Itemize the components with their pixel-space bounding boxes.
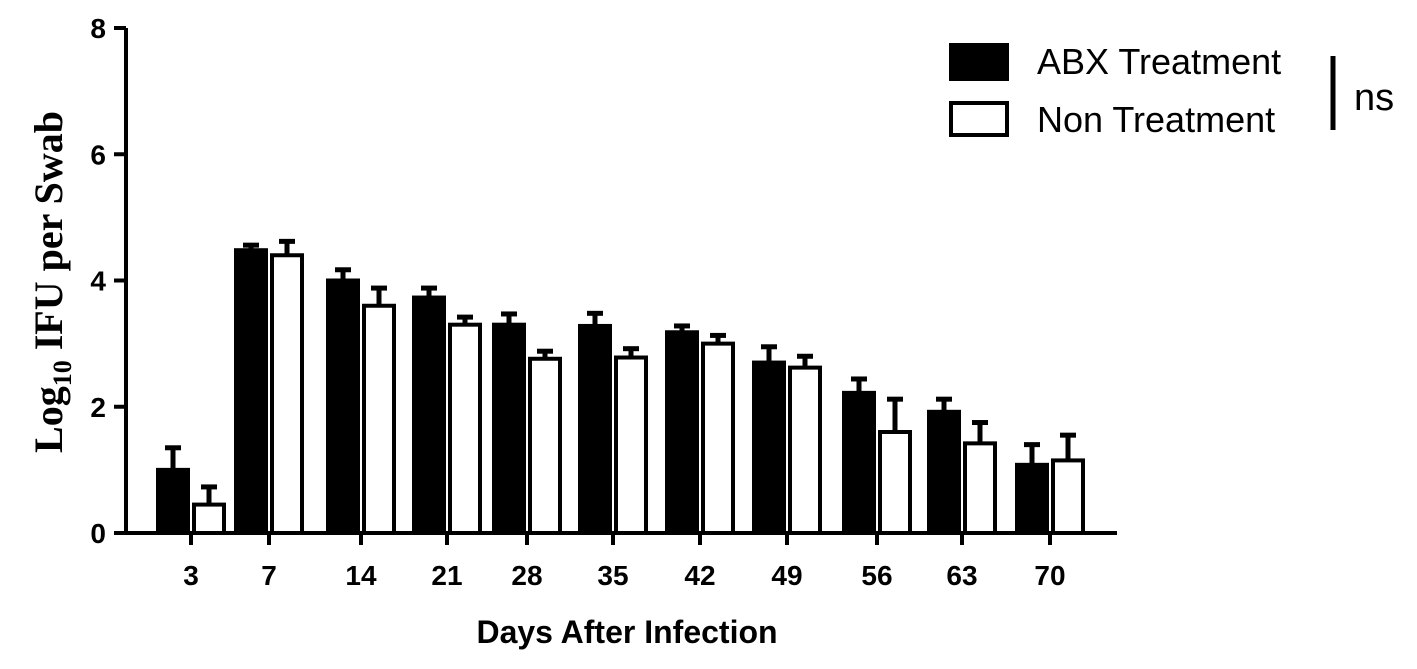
- x-axis-label: Days After Infection: [476, 614, 777, 650]
- legend-swatch-abx: [949, 43, 1009, 81]
- bar-non-treatment: [528, 356, 562, 535]
- bar-non-treatment: [963, 441, 997, 535]
- x-tick-label: 49: [771, 560, 802, 591]
- x-tick-label: 28: [511, 560, 542, 591]
- y-axis-label-prefix: Log: [26, 386, 71, 453]
- bar-non-treatment: [192, 502, 226, 535]
- significance-label: ns: [1354, 77, 1394, 119]
- x-tick-label: 70: [1034, 560, 1065, 591]
- bar-abx-treatment: [578, 323, 612, 536]
- bar-non-treatment: [362, 303, 396, 535]
- x-tick-label: 3: [183, 560, 199, 591]
- x-tick-label: 14: [345, 560, 377, 591]
- bar-abx-treatment: [156, 467, 190, 535]
- y-tick-label: 4: [90, 266, 106, 297]
- x-tick-label: 56: [861, 560, 892, 591]
- bar-non-treatment: [701, 341, 735, 535]
- y-axis-label-suffix: IFU per Swab: [26, 111, 71, 360]
- x-tick-label: 42: [684, 560, 715, 591]
- y-tick-label: 2: [90, 392, 106, 423]
- x-tick-label: 21: [431, 560, 462, 591]
- y-axis-label: Log10 IFU per Swab: [26, 111, 77, 453]
- legend-label-non: Non Treatment: [1037, 99, 1275, 140]
- bar-non-treatment: [878, 430, 912, 535]
- bar-non-treatment: [788, 365, 822, 535]
- bar-abx-treatment: [752, 360, 786, 535]
- bars: [156, 238, 1085, 536]
- bar-abx-treatment: [412, 295, 446, 536]
- legend: ABX Treatment Non Treatment ns: [949, 41, 1394, 140]
- bar-abx-treatment: [234, 248, 268, 535]
- bar-abx-treatment: [326, 278, 360, 535]
- x-tick-label: 7: [261, 560, 277, 591]
- bar-abx-treatment: [492, 322, 526, 535]
- bar-abx-treatment: [1015, 462, 1049, 536]
- legend-swatch-non: [949, 101, 1009, 137]
- y-tick-label: 6: [90, 139, 106, 170]
- bar-abx-treatment: [665, 330, 699, 536]
- bar-non-treatment: [614, 355, 648, 536]
- y-tick-label: 8: [90, 13, 106, 44]
- bar-abx-treatment: [927, 409, 961, 535]
- y-axis-label-subscript: 10: [48, 360, 77, 386]
- bar-abx-treatment: [842, 390, 876, 535]
- y-tick-label: 0: [90, 518, 106, 549]
- bar-non-treatment: [448, 322, 482, 535]
- legend-label-abx: ABX Treatment: [1037, 41, 1281, 82]
- x-tick-label: 35: [597, 560, 628, 591]
- x-tick-label: 63: [946, 560, 977, 591]
- bar-non-treatment: [1051, 458, 1085, 535]
- bar-non-treatment: [270, 253, 304, 535]
